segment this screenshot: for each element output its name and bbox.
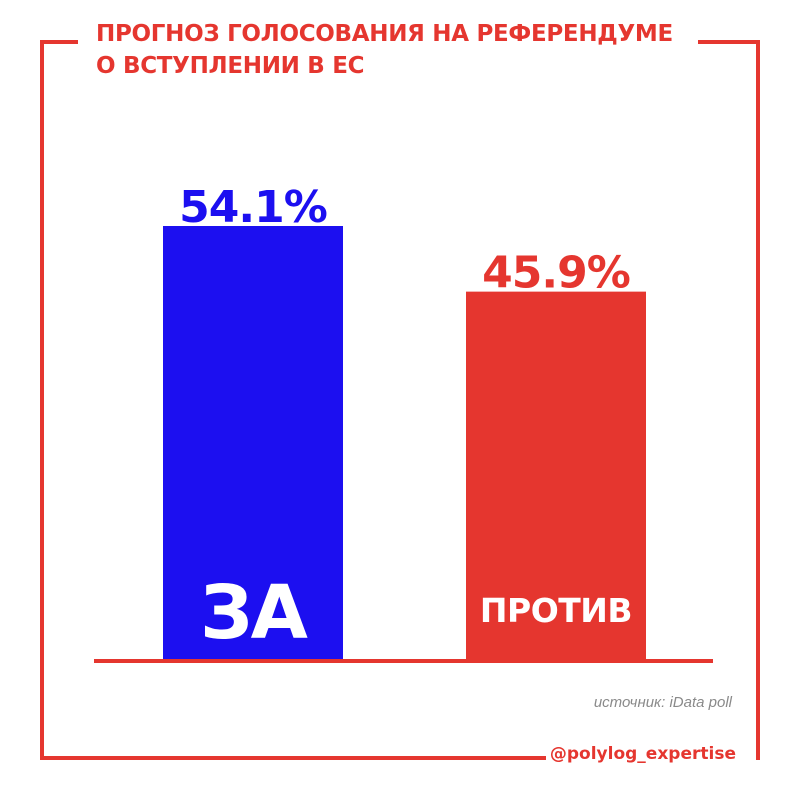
bar-za [163, 226, 343, 659]
frame-top-left [40, 40, 78, 44]
source-note: источник: iData poll [593, 694, 732, 711]
page-title: ПРОГНОЗ ГОЛОСОВАНИЯ НА РЕФЕРЕНДУМЕ О ВСТ… [96, 18, 696, 82]
bar-value-label: 45.9% [482, 248, 630, 299]
frame-bottom-left [40, 756, 546, 760]
bar-category-label: ПРОТИВ [480, 591, 632, 630]
bar-value-label: 54.1% [179, 182, 327, 233]
frame-right [756, 40, 760, 760]
frame-top-right [698, 40, 760, 44]
title-line-2: О ВСТУПЛЕНИИ В ЕС [96, 53, 365, 79]
x-axis-baseline [94, 659, 713, 663]
author-handle[interactable]: @polylog_expertise [549, 744, 736, 764]
title-line-1: ПРОГНОЗ ГОЛОСОВАНИЯ НА РЕФЕРЕНДУМЕ [96, 21, 673, 47]
bar-protiv [466, 291, 646, 659]
bar-category-label: ЗА [200, 570, 308, 656]
frame-left [40, 40, 44, 760]
